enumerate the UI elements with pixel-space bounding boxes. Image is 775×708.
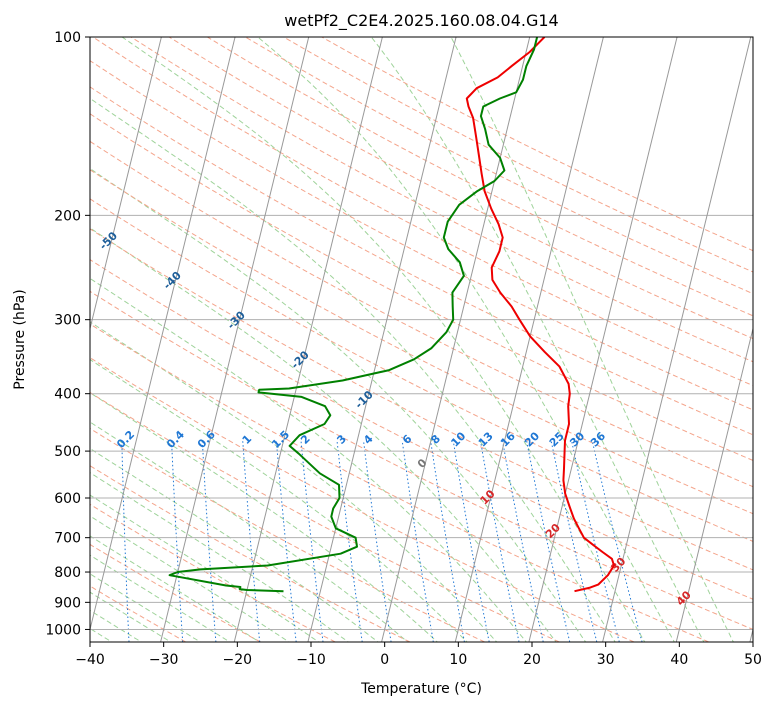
- mixing-ratio-line: [275, 440, 297, 642]
- isotherm-line: [528, 37, 678, 642]
- mixing-ratio-line: [242, 440, 261, 642]
- y-tick-label: 500: [54, 444, 81, 460]
- dewpoint-profile-line: [168, 37, 539, 593]
- mixing-ratio-line: [430, 440, 465, 642]
- y-tick-label: 100: [54, 30, 81, 46]
- isotherm-line: [454, 37, 604, 642]
- dry-adiabat-line: [90, 198, 753, 542]
- moist-adiabat-line: [450, 37, 734, 642]
- x-tick-label: −30: [149, 652, 179, 668]
- x-tick-label: −40: [75, 652, 105, 668]
- plot-frame: [89, 36, 754, 643]
- y-tick-label: 800: [54, 565, 81, 581]
- dry-adiabat-line: [90, 357, 635, 642]
- isotherm-line: [160, 37, 310, 642]
- mixing-ratio-line: [300, 440, 324, 642]
- y-tick-label: 700: [54, 531, 81, 547]
- dry-adiabat-line: [90, 503, 336, 642]
- dry-adiabat-line: [90, 140, 753, 488]
- mixing-ratio-line: [171, 440, 184, 642]
- mixing-ratio-line: [452, 440, 490, 642]
- isotherm-line: [675, 326, 753, 642]
- dry-adiabat-line: [90, 259, 753, 600]
- y-tick-label: 400: [54, 387, 81, 403]
- dry-adiabat-line: [90, 427, 485, 642]
- x-tick-label: 0: [380, 652, 389, 668]
- pressure-gridlines: [90, 37, 753, 630]
- mixing-ratio-line: [201, 440, 217, 642]
- x-tick-label: 10: [449, 652, 467, 668]
- dry-adiabat-line: [90, 290, 753, 630]
- dry-adiabat-line: [245, 37, 753, 295]
- x-tick-label: 50: [744, 652, 762, 668]
- isotherm-line: [90, 37, 162, 331]
- y-tick-label: 900: [54, 595, 81, 611]
- mixing-ratio-line: [121, 440, 130, 642]
- x-tick-label: 40: [670, 652, 688, 668]
- dry-adiabat-line: [90, 169, 753, 515]
- x-tick-label: −10: [296, 652, 326, 668]
- temperature-profile-line: [465, 37, 615, 593]
- isotherms: [90, 37, 753, 642]
- mixing-ratio-line: [526, 440, 571, 642]
- mixing-ratio-line: [336, 440, 363, 642]
- dry-adiabat-line: [90, 323, 709, 642]
- isotherm-line: [602, 37, 752, 642]
- isotherm-line: [307, 37, 457, 642]
- dry-adiabat-line: [90, 228, 753, 571]
- x-tick-label: 20: [523, 652, 541, 668]
- dry-adiabat-line: [90, 113, 753, 462]
- isotherm-line: [381, 37, 531, 642]
- x-tick-label: −20: [223, 652, 253, 668]
- profile-series: [168, 37, 615, 593]
- isotherm-line: [90, 37, 236, 632]
- dry-adiabat-line: [90, 391, 560, 642]
- mixing-ratio-line: [550, 440, 598, 642]
- dry-adiabat-line: [90, 86, 753, 436]
- y-axis-ticks: 100 200 300 400 500 600 700 800 900 1000: [45, 30, 90, 638]
- y-tick-label: 1000: [45, 622, 81, 638]
- x-axis-label: Temperature (°C): [360, 681, 482, 697]
- y-tick-label: 200: [54, 208, 81, 224]
- y-tick-label: 300: [54, 313, 81, 329]
- moist-adiabat-line: [90, 447, 379, 642]
- chart-title: wetPf2_C2E4.2025.160.08.04.G14: [284, 11, 558, 31]
- mixing-ratio-line: [591, 440, 643, 642]
- mixing-ratio-line: [571, 440, 620, 642]
- mixing-ratio-line: [401, 440, 434, 642]
- dry-adiabat-line: [90, 60, 753, 411]
- y-tick-label: 600: [54, 491, 81, 507]
- mixing-ratio-line: [502, 440, 544, 642]
- x-axis-ticks: −40 −30 −20 −10 0 10 20 30 40 50: [75, 642, 762, 668]
- dry-adiabat-line: [90, 585, 187, 642]
- y-axis-label: Pressure (hPa): [12, 289, 28, 389]
- isotherm-line: [233, 37, 383, 642]
- mixing-ratio-line: [479, 440, 520, 642]
- x-tick-label: 30: [597, 652, 615, 668]
